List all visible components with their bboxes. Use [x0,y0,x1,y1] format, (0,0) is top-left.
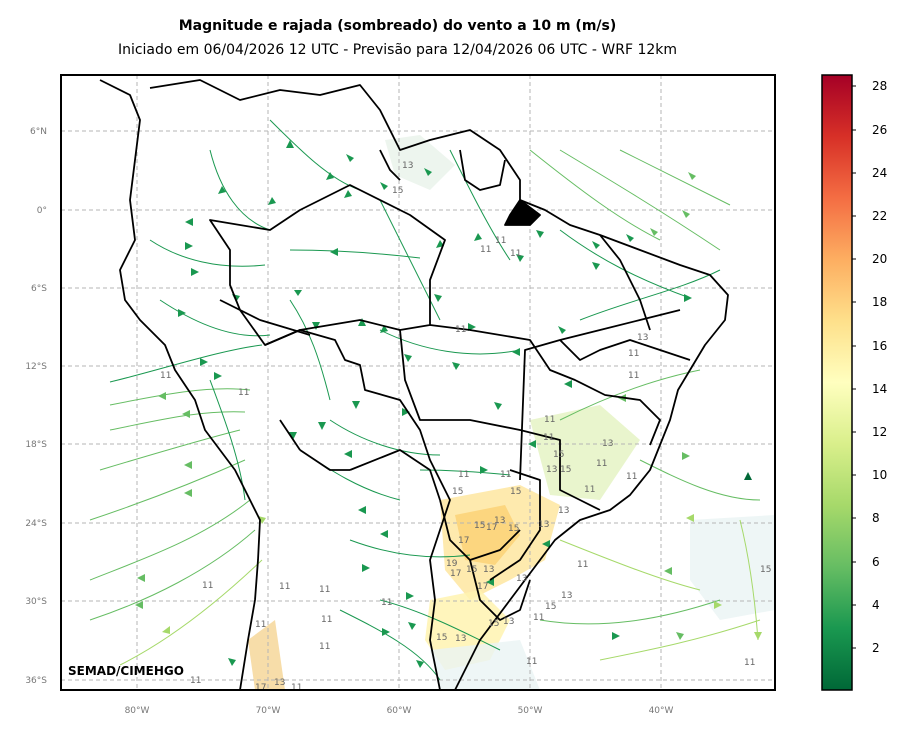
colorbar-tick: 20 [872,252,887,266]
contour-label: 15 [488,619,499,629]
colorbar-tick: 14 [872,382,887,396]
colorbar-tick: 18 [872,295,887,309]
contour-label: 11 [279,582,290,592]
contour-label: 15 [466,565,477,575]
contour-label: 17 [450,569,461,579]
lat-label: 6°N [30,127,47,137]
contour-label: 11 [495,236,506,246]
lat-label: 36°S [25,676,47,686]
contour-label: 11 [319,642,330,652]
contour-label: 17 [458,536,469,546]
contour-label: 11 [291,683,302,693]
colorbar-tick: 4 [872,598,880,612]
contour-label: 11 [744,658,755,668]
contour-label: 11 [628,349,639,359]
longitude-labels: 80°W 70°W 60°W 50°W 40°W [125,706,674,716]
contour-label: 13 [274,678,285,688]
contour-label: 13 [483,565,494,575]
contour-label: 15 [760,565,771,575]
contour-label: 11 [628,371,639,381]
contour-label: 13 [602,439,613,449]
contour-label: 11 [480,245,491,255]
contour-label: 11 [544,415,555,425]
lat-label: 6°S [31,284,47,294]
colorbar-gradient [821,74,853,691]
contour-label: 11 [526,657,537,667]
contour-label: 15 [452,487,463,497]
lon-label: 80°W [125,706,150,716]
lon-label: 70°W [256,706,281,716]
contour-label: 15 [560,465,571,475]
contour-label: 17 [486,523,497,533]
colorbar-tick: 8 [872,511,880,525]
contour-label: 11 [458,470,469,480]
contour-label: 11 [319,585,330,595]
contour-label: 13 [558,506,569,516]
contour-label: 11 [255,620,266,630]
lon-label: 60°W [387,706,412,716]
contour-label: 15 [545,602,556,612]
lat-label: 0° [37,206,47,216]
contour-label: 15 [510,487,521,497]
contour-label: 11 [455,325,466,335]
colorbar-tick: 28 [872,79,887,93]
contour-label: 17 [477,582,488,592]
contour-label: 11 [510,249,521,259]
lat-label: 24°S [25,519,47,529]
map-title: Magnitude e rajada (sombreado) do vento … [178,18,617,34]
contour-label: 13 [637,333,648,343]
contour-label: 11 [626,472,637,482]
map-frame [60,74,776,691]
colorbar-tick: 6 [872,555,880,569]
credit-label: SEMAD/CIMEHGO [68,664,184,678]
contour-label: 11 [500,470,511,480]
colorbar-tick: 16 [872,339,887,353]
contour-label: 15 [392,186,403,196]
contour-label: 13 [455,634,466,644]
colorbar-tick: 22 [872,209,887,223]
latitude-labels: 6°N 0° 6°S 12°S 18°S 24°S 30°S 36°S [25,127,47,686]
colorbar-tick: 24 [872,166,887,180]
contour-label: 15 [553,450,564,460]
graticule [61,75,775,690]
lon-label: 40°W [649,706,674,716]
gust-contour-labels: 13 15 11 11 11 11 11 11 11 13 11 11 11 1… [160,161,771,693]
contour-label: 13 [494,516,505,526]
contour-label: 11 [238,388,249,398]
lon-label: 50°W [518,706,543,716]
colorbar-tick: 10 [872,468,887,482]
coastlines-and-borders [99,79,729,690]
contour-label: 15 [436,633,447,643]
contour-label: 17 [255,683,266,693]
contour-label: 15 [474,521,485,531]
contour-label: 13 [516,574,527,584]
contour-label: 11 [577,560,588,570]
contour-label: 11 [202,581,213,591]
contour-label: 11 [543,433,554,443]
contour-label: 11 [381,598,392,608]
contour-label: 11 [321,615,332,625]
map-subtitle: Iniciado em 06/04/2026 12 UTC - Previsão… [117,42,678,58]
contour-label: 11 [160,371,171,381]
colorbar-tick: 12 [872,425,887,439]
contour-label: 13 [538,520,549,530]
contour-label: 11 [596,459,607,469]
contour-label: 15 [508,524,519,534]
contour-label: 13 [561,591,572,601]
contour-label: 11 [190,676,201,686]
contour-label: 13 [503,617,514,627]
contour-label: 11 [584,485,595,495]
lat-label: 18°S [25,440,47,450]
contour-label: 19 [446,559,458,569]
colorbar: 2 4 6 8 10 12 14 16 18 20 22 24 26 28 [821,74,887,691]
colorbar-tick: 2 [872,641,880,655]
lat-label: 12°S [25,362,47,372]
contour-label: 11 [533,613,544,623]
colorbar-tick: 26 [872,123,887,137]
contour-label: 13 [402,161,413,171]
lat-label: 30°S [25,597,47,607]
contour-label: 13 [546,465,557,475]
